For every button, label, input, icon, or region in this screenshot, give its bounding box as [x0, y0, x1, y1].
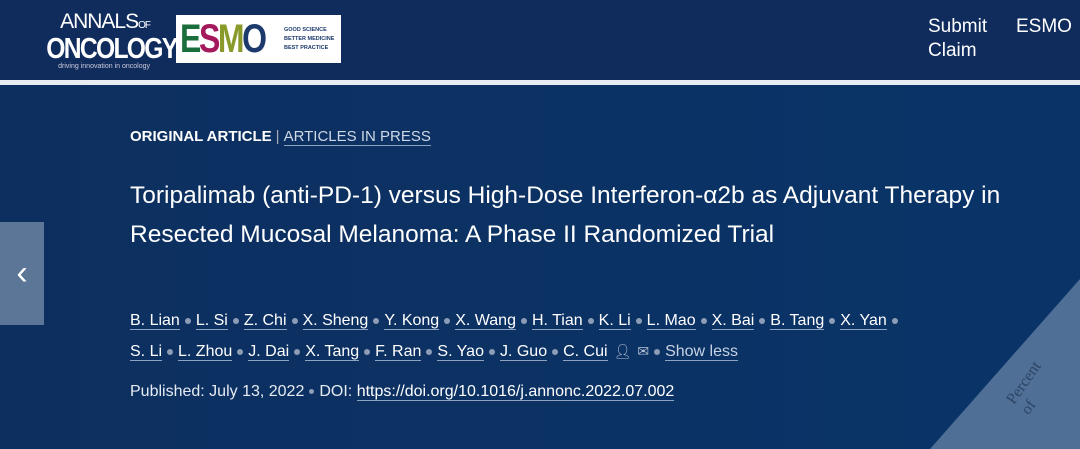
author-link[interactable]: X. Wang: [455, 312, 516, 330]
author-link[interactable]: L. Mao: [646, 312, 696, 330]
author-link[interactable]: S. Li: [130, 343, 163, 361]
author-link[interactable]: H. Tian: [531, 312, 583, 330]
author-link[interactable]: X. Sheng: [302, 312, 369, 330]
esmo-letters: ESMO: [180, 19, 268, 59]
separator-dot: [552, 348, 559, 355]
separator-dot: [520, 317, 527, 324]
separator-dot: [232, 317, 239, 324]
separator-dot: [635, 317, 642, 324]
author-link[interactable]: B. Tang: [770, 312, 825, 330]
separator-dot: [426, 348, 433, 355]
author-link[interactable]: F. Ran: [375, 343, 422, 361]
esmo-letter: E: [180, 17, 201, 61]
separator-dot: [700, 317, 707, 324]
separator-dot: [759, 317, 766, 324]
author-link[interactable]: Y. Kong: [384, 312, 440, 330]
esmo-letter: S: [198, 17, 220, 61]
author-list: B. Lian L. Si Z. Chi X. Sheng Y. Kong X. Wang…: [130, 305, 960, 367]
section-link[interactable]: ARTICLES IN PRESS: [283, 128, 431, 146]
doi-link[interactable]: https://doi.org/10.1016/j.annonc.2022.07…: [356, 383, 675, 401]
logo-text: ONCOLOGY: [46, 33, 178, 65]
logo-text: ANNALS: [60, 10, 139, 33]
user-icon[interactable]: 👤︎: [613, 343, 632, 359]
show-less-link[interactable]: Show less: [665, 343, 738, 361]
author-link[interactable]: X. Tang: [305, 343, 360, 361]
esmo-letter: O: [242, 17, 267, 61]
nav-submit-claim[interactable]: Submit Claim: [928, 16, 988, 61]
logo-tagline: GOOD SCIENCE: [284, 26, 327, 33]
separator-dot: [829, 317, 836, 324]
separator-dot: [444, 317, 451, 324]
esmo-letter: M: [217, 17, 245, 61]
separator-dot: [587, 317, 594, 324]
separator-dot: [654, 348, 661, 355]
author-link[interactable]: K. Li: [598, 312, 631, 330]
author-link[interactable]: B. Lian: [130, 312, 180, 330]
article-title: Toripalimab (anti-PD-1) versus High-Dose…: [130, 182, 1001, 248]
logo-tagline: BETTER MEDICINE: [284, 35, 335, 42]
separator-dot: [291, 317, 298, 324]
author-link[interactable]: S. Yao: [437, 343, 484, 361]
author-link[interactable]: X. Yan: [840, 312, 887, 330]
annals-of-oncology-logo[interactable]: ANNALSOF ONCOLOGY driving innovation in …: [28, 10, 178, 71]
author-link[interactable]: X. Bai: [711, 312, 755, 330]
separator-dot: [167, 348, 174, 355]
site-header: ANNALSOF ONCOLOGY driving innovation in …: [0, 0, 1080, 80]
doi-label: DOI:: [319, 383, 353, 400]
category-label: ORIGINAL ARTICLE: [130, 128, 272, 145]
previous-arrow-button[interactable]: ‹: [0, 222, 44, 325]
logo-tagline: BEST PRACTICE: [284, 44, 329, 51]
divider: [0, 80, 1080, 85]
author-link[interactable]: J. Dai: [248, 343, 290, 361]
mail-icon[interactable]: ✉︎: [637, 343, 650, 359]
separator-dot: [184, 317, 191, 324]
article-category: ORIGINAL ARTICLE | ARTICLES IN PRESS: [130, 128, 431, 146]
separator-dot: [364, 348, 371, 355]
author-link[interactable]: C. Cui: [563, 343, 608, 361]
publication-info: Published: July 13, 2022 DOI: https://doi…: [130, 383, 675, 401]
logo-tagline: driving innovation in oncology: [58, 63, 150, 70]
article-hero: [0, 85, 1080, 449]
separator-dot: [488, 348, 495, 355]
published-date: July 13, 2022: [209, 383, 305, 400]
esmo-logo[interactable]: ESMO GOOD SCIENCE BETTER MEDICINE BEST PRA…: [176, 15, 341, 63]
author-link[interactable]: Z. Chi: [243, 312, 287, 330]
separator-dot: [309, 389, 315, 395]
separator-dot: [891, 317, 898, 324]
logo-text: OF: [138, 20, 151, 31]
separator-dot: [294, 348, 301, 355]
author-link[interactable]: J. Guo: [499, 343, 548, 361]
chevron-left-icon: ‹: [16, 254, 28, 292]
separator-dot: [237, 348, 244, 355]
separator-dot: [373, 317, 380, 324]
author-link[interactable]: L. Si: [195, 312, 228, 330]
author-link[interactable]: L. Zhou: [178, 343, 233, 361]
nav-esmo[interactable]: ESMO: [1016, 16, 1072, 37]
published-label: Published:: [130, 383, 205, 400]
